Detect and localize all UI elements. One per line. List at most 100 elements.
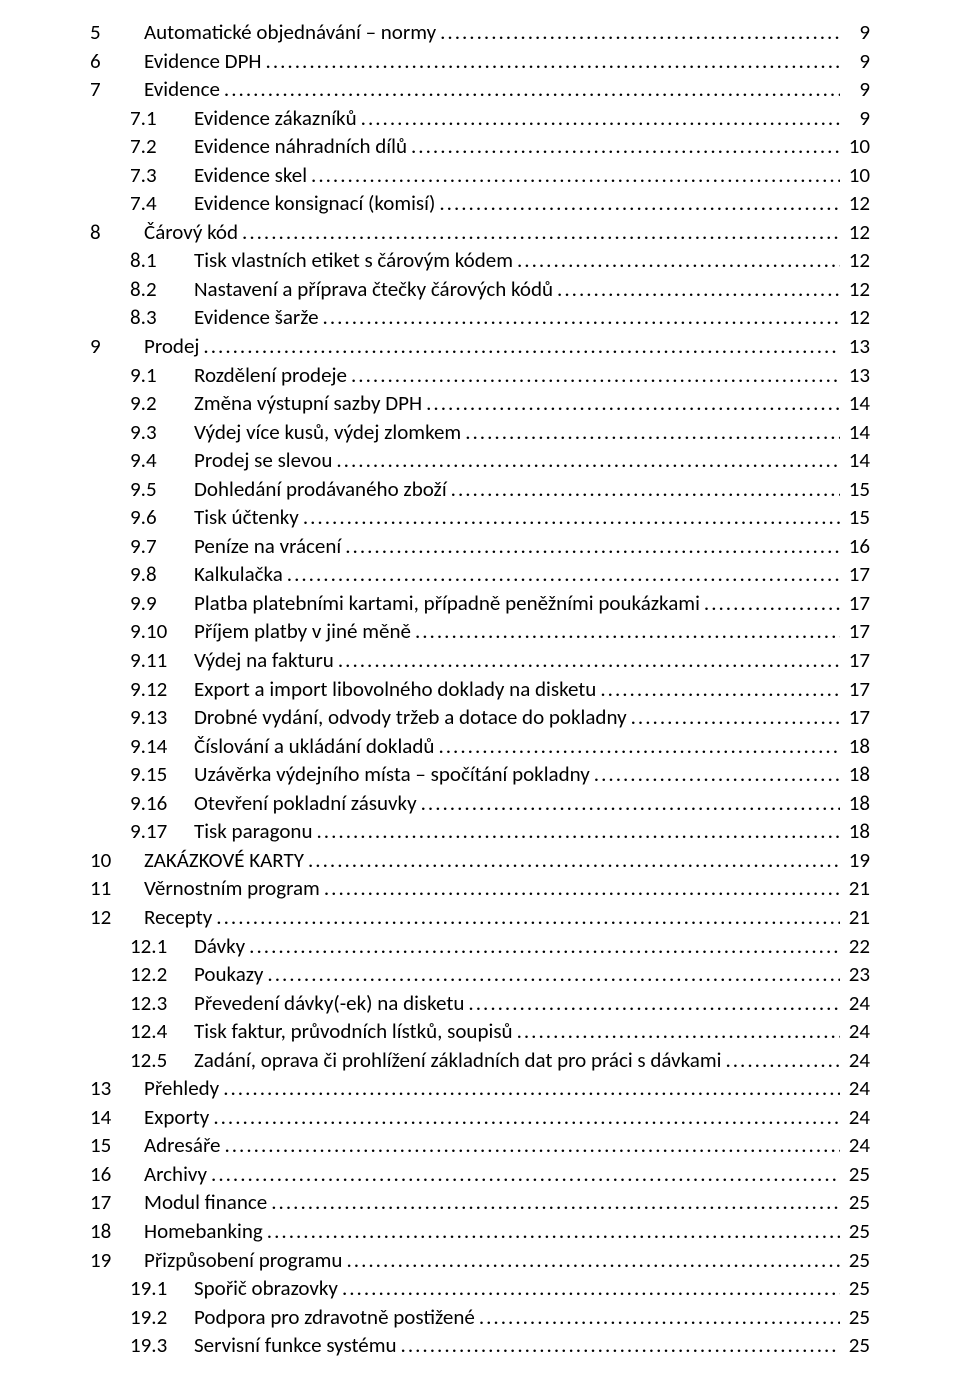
toc-entry[interactable]: 10ZAKÁZKOVÉ KARTY19 bbox=[90, 846, 870, 875]
toc-entry[interactable]: 9.1Rozdělení prodeje13 bbox=[90, 361, 870, 390]
toc-entry[interactable]: 13Přehledy24 bbox=[90, 1074, 870, 1103]
toc-entry[interactable]: 9.8Kalkulačka17 bbox=[90, 560, 870, 589]
toc-entry-number: 5 bbox=[90, 18, 144, 47]
toc-entry[interactable]: 9.13Drobné vydání, odvody tržeb a dotace… bbox=[90, 703, 870, 732]
toc-leader-dots bbox=[267, 1217, 840, 1246]
toc-entry[interactable]: 9.6Tisk účtenky15 bbox=[90, 503, 870, 532]
toc-leader-dots bbox=[594, 760, 840, 789]
toc-leader-dots bbox=[267, 960, 840, 989]
toc-entry-title: Rozdělení prodeje bbox=[194, 361, 351, 390]
toc-entry[interactable]: 14Exporty24 bbox=[90, 1103, 870, 1132]
toc-entry[interactable]: 12Recepty21 bbox=[90, 903, 870, 932]
toc-entry-title: Změna výstupní sazby DPH bbox=[194, 389, 426, 418]
toc-leader-dots bbox=[223, 1074, 840, 1103]
toc-entry-page: 12 bbox=[840, 218, 870, 247]
toc-entry-number: 9.15 bbox=[130, 760, 194, 789]
toc-leader-dots bbox=[479, 1303, 840, 1332]
toc-entry[interactable]: 19.3Servisní funkce systému25 bbox=[90, 1331, 870, 1360]
toc-entry-page: 25 bbox=[840, 1303, 870, 1332]
toc-entry[interactable]: 17Modul finance25 bbox=[90, 1188, 870, 1217]
toc-entry-number: 9.10 bbox=[130, 617, 194, 646]
toc-entry-page: 9 bbox=[840, 18, 870, 47]
toc-entry-title: Evidence náhradních dílů bbox=[194, 132, 411, 161]
toc-entry[interactable]: 9.5Dohledání prodávaného zboží15 bbox=[90, 475, 870, 504]
toc-entry[interactable]: 12.3Převedení dávky(-ek) na disketu24 bbox=[90, 989, 870, 1018]
toc-entry-number: 13 bbox=[90, 1074, 144, 1103]
toc-entry-page: 14 bbox=[840, 389, 870, 418]
toc-entry[interactable]: 8.2Nastavení a příprava čtečky čárových … bbox=[90, 275, 870, 304]
toc-entry-title: Export a import libovolného doklady na d… bbox=[194, 675, 600, 704]
toc-entry-number: 9.5 bbox=[130, 475, 194, 504]
toc-entry-title: Spořič obrazovky bbox=[194, 1274, 342, 1303]
toc-entry[interactable]: 9.10Příjem platby v jiné měně17 bbox=[90, 617, 870, 646]
toc-entry-page: 23 bbox=[840, 960, 870, 989]
toc-entry[interactable]: 8Čárový kód12 bbox=[90, 218, 870, 247]
toc-entry-page: 21 bbox=[840, 874, 870, 903]
toc-entry[interactable]: 9.9Platba platebními kartami, případně p… bbox=[90, 589, 870, 618]
toc-entry[interactable]: 9Prodej13 bbox=[90, 332, 870, 361]
toc-entry-page: 24 bbox=[840, 1046, 870, 1075]
toc-leader-dots bbox=[361, 104, 840, 133]
toc-entry[interactable]: 18Homebanking25 bbox=[90, 1217, 870, 1246]
toc-entry[interactable]: 9.7Peníze na vrácení16 bbox=[90, 532, 870, 561]
toc-entry[interactable]: 9.4Prodej se slevou14 bbox=[90, 446, 870, 475]
toc-entry[interactable]: 8.3Evidence šarže12 bbox=[90, 303, 870, 332]
toc-entry[interactable]: 7.2Evidence náhradních dílů10 bbox=[90, 132, 870, 161]
toc-leader-dots bbox=[438, 732, 840, 761]
toc-entry-page: 24 bbox=[840, 989, 870, 1018]
toc-entry[interactable]: 9.2Změna výstupní sazby DPH14 bbox=[90, 389, 870, 418]
toc-entry[interactable]: 7.3Evidence skel10 bbox=[90, 161, 870, 190]
toc-entry-title: Modul finance bbox=[144, 1188, 271, 1217]
toc-entry[interactable]: 19Přizpůsobení programu25 bbox=[90, 1246, 870, 1275]
toc-entry[interactable]: 9.11Výdej na fakturu17 bbox=[90, 646, 870, 675]
toc-entry[interactable]: 9.14Číslování a ukládání dokladů18 bbox=[90, 732, 870, 761]
toc-entry-title: Výdej více kusů, výdej zlomkem bbox=[194, 418, 465, 447]
toc-entry[interactable]: 12.2Poukazy23 bbox=[90, 960, 870, 989]
toc-leader-dots bbox=[324, 874, 840, 903]
toc-entry[interactable]: 9.12Export a import libovolného doklady … bbox=[90, 675, 870, 704]
toc-entry[interactable]: 12.1Dávky 22 bbox=[90, 932, 870, 961]
toc-entry[interactable]: 5Automatické objednávání – normy9 bbox=[90, 18, 870, 47]
toc-entry-page: 9 bbox=[840, 75, 870, 104]
toc-entry-title: Čárový kód bbox=[144, 218, 242, 247]
toc-entry[interactable]: 19.2Podpora pro zdravotně postižené25 bbox=[90, 1303, 870, 1332]
toc-leader-dots bbox=[704, 589, 840, 618]
toc-entry-title: Evidence skel bbox=[194, 161, 311, 190]
toc-entry[interactable]: 19.1Spořič obrazovky25 bbox=[90, 1274, 870, 1303]
toc-entry-title: Zadání, oprava či prohlížení základních … bbox=[194, 1046, 725, 1075]
toc-entry-page: 24 bbox=[840, 1017, 870, 1046]
toc-entry[interactable]: 12.5Zadání, oprava či prohlížení základn… bbox=[90, 1046, 870, 1075]
toc-entry-page: 17 bbox=[840, 589, 870, 618]
toc-entry-title: Drobné vydání, odvody tržeb a dotace do … bbox=[194, 703, 631, 732]
toc-entry[interactable]: 7.4Evidence konsignací (komisí)12 bbox=[90, 189, 870, 218]
toc-entry-page: 22 bbox=[840, 932, 870, 961]
toc-entry[interactable]: 8.1Tisk vlastních etiket s čárovým kódem… bbox=[90, 246, 870, 275]
toc-leader-dots bbox=[725, 1046, 840, 1075]
toc-entry-page: 24 bbox=[840, 1074, 870, 1103]
toc-entry-page: 24 bbox=[840, 1131, 870, 1160]
toc-entry[interactable]: 9.15Uzávěrka výdejního místa – spočítání… bbox=[90, 760, 870, 789]
toc-entry[interactable]: 9.16Otevření pokladní zásuvky18 bbox=[90, 789, 870, 818]
toc-entry[interactable]: 9.3Výdej více kusů, výdej zlomkem14 bbox=[90, 418, 870, 447]
toc-entry-title: Dávky bbox=[194, 932, 249, 961]
toc-entry[interactable]: 7.1Evidence zákazníků9 bbox=[90, 104, 870, 133]
toc-entry[interactable]: 16Archivy25 bbox=[90, 1160, 870, 1189]
toc-entry[interactable]: 11Věrnostním program21 bbox=[90, 874, 870, 903]
toc-entry-page: 25 bbox=[840, 1274, 870, 1303]
toc-entry-page: 25 bbox=[840, 1160, 870, 1189]
toc-entry[interactable]: 7Evidence9 bbox=[90, 75, 870, 104]
toc-entry[interactable]: 9.17Tisk paragonu18 bbox=[90, 817, 870, 846]
toc-entry-title: Převedení dávky(-ek) na disketu bbox=[194, 989, 468, 1018]
toc-entry[interactable]: 15Adresáře24 bbox=[90, 1131, 870, 1160]
toc-entry[interactable]: 6Evidence DPH9 bbox=[90, 47, 870, 76]
toc-entry-title: Poukazy bbox=[194, 960, 267, 989]
toc-leader-dots bbox=[224, 75, 840, 104]
toc-entry-page: 14 bbox=[840, 418, 870, 447]
toc-leader-dots bbox=[338, 646, 840, 675]
toc-entry-number: 12.4 bbox=[130, 1017, 194, 1046]
toc-leader-dots bbox=[401, 1331, 840, 1360]
toc-entry-title: Exporty bbox=[144, 1103, 213, 1132]
toc-entry[interactable]: 12.4Tisk faktur, průvodních lístků, soup… bbox=[90, 1017, 870, 1046]
toc-entry-number: 12.1 bbox=[130, 932, 194, 961]
toc-entry-page: 10 bbox=[840, 161, 870, 190]
